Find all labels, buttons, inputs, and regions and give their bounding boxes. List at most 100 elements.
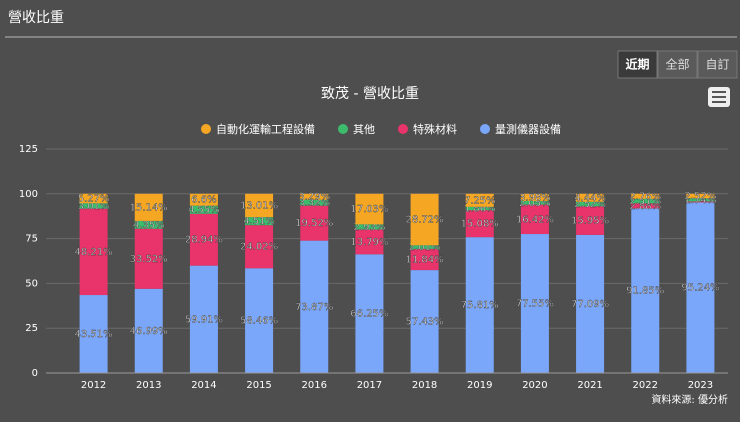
data-label: 15.95% bbox=[571, 216, 609, 227]
bar-segment bbox=[686, 202, 715, 373]
data-label: 43.51% bbox=[75, 329, 113, 340]
data-label: 24.02% bbox=[240, 242, 278, 253]
menu-line[interactable] bbox=[712, 96, 726, 98]
bar-segment bbox=[79, 208, 108, 296]
data-label: 2.52% bbox=[685, 191, 717, 202]
data-label: 2.76% bbox=[629, 191, 661, 202]
bar-segment bbox=[245, 225, 274, 269]
bar-segment bbox=[576, 201, 605, 207]
data-label: 3.98% bbox=[519, 192, 551, 203]
button-custom[interactable] bbox=[697, 50, 738, 79]
data-label: 28.72% bbox=[406, 215, 444, 226]
bar-segment bbox=[631, 203, 660, 209]
data-label: 7.25% bbox=[464, 195, 496, 206]
data-label: 77.55% bbox=[516, 299, 554, 310]
data-label: 2.01% bbox=[409, 242, 441, 253]
x-tick-label: 2013 bbox=[136, 380, 161, 391]
x-tick-label: 2020 bbox=[522, 380, 547, 391]
data-label: 2.88% bbox=[629, 201, 661, 212]
data-label: 15.08% bbox=[461, 219, 499, 230]
button-label[interactable]: 全部 bbox=[665, 57, 689, 72]
bar-segment bbox=[79, 295, 108, 373]
y-tick-label: 75 bbox=[25, 234, 38, 245]
x-tick-label: 2018 bbox=[412, 380, 437, 391]
legend-marker bbox=[398, 124, 408, 134]
bar-segment bbox=[686, 193, 715, 199]
bar-segment bbox=[79, 203, 108, 209]
bar-segment bbox=[520, 234, 549, 373]
source-note: 資料來源: 優分析 bbox=[651, 393, 728, 406]
bar-segment bbox=[686, 198, 715, 202]
bar-segment bbox=[189, 213, 218, 266]
bar-segment bbox=[300, 193, 329, 200]
menu-line[interactable] bbox=[712, 101, 726, 103]
data-label: 77.09% bbox=[571, 299, 609, 310]
bar-segment bbox=[520, 204, 549, 235]
data-label: 33.52% bbox=[130, 254, 168, 265]
chart-title: 致茂 - 營收比重 bbox=[321, 85, 419, 102]
bar-segment bbox=[355, 193, 384, 225]
bar-segment bbox=[520, 193, 549, 201]
bar-segment bbox=[465, 210, 494, 238]
bar-segment bbox=[300, 240, 329, 373]
x-tick-label: 2014 bbox=[191, 380, 216, 391]
bar-segment bbox=[355, 254, 384, 373]
data-label: 73.87% bbox=[295, 302, 333, 313]
bar-segment bbox=[134, 288, 163, 373]
data-label: 4.35% bbox=[133, 220, 165, 231]
bar-segment bbox=[465, 237, 494, 373]
data-label: 3.32% bbox=[298, 198, 330, 209]
bar-segment bbox=[189, 265, 218, 373]
data-label: 58.46% bbox=[240, 316, 278, 327]
legend-marker bbox=[480, 124, 490, 134]
bar-segment bbox=[686, 201, 715, 203]
bar-segment bbox=[79, 193, 108, 204]
data-label: 15.14% bbox=[130, 202, 168, 213]
legend-label: 自動化運輸工程設備 bbox=[216, 122, 315, 136]
menu-line[interactable] bbox=[712, 91, 726, 93]
bar-segment bbox=[576, 206, 605, 235]
button-label[interactable]: 近期 bbox=[625, 57, 649, 72]
y-tick-label: 25 bbox=[25, 323, 38, 334]
bar-segment bbox=[410, 193, 439, 246]
button-label[interactable]: 自訂 bbox=[705, 57, 729, 72]
data-label: 2.05% bbox=[519, 198, 551, 209]
bar-segment bbox=[410, 270, 439, 373]
x-tick-label: 2016 bbox=[302, 380, 327, 391]
button-recent[interactable] bbox=[617, 50, 658, 79]
bar-segment bbox=[631, 193, 660, 199]
data-label: 6.6% bbox=[191, 195, 216, 206]
data-label: 5.27% bbox=[78, 194, 110, 205]
x-tick-label: 2022 bbox=[633, 380, 658, 391]
legend-marker bbox=[338, 124, 348, 134]
x-tick-label: 2021 bbox=[577, 380, 602, 391]
data-label: 17.03% bbox=[350, 204, 388, 215]
bar-segment bbox=[134, 193, 163, 221]
bar-segment bbox=[189, 193, 218, 206]
x-tick-label: 2017 bbox=[357, 380, 382, 391]
bar-segment bbox=[520, 200, 549, 205]
data-label: 4.44% bbox=[574, 193, 606, 204]
data-label: 1.86% bbox=[464, 203, 496, 214]
bar-segment bbox=[134, 220, 163, 229]
menu-button[interactable] bbox=[708, 87, 730, 107]
bar-segment bbox=[576, 234, 605, 373]
data-label: 1.74% bbox=[685, 195, 717, 206]
data-label: 4.51% bbox=[243, 216, 275, 227]
bar-segment bbox=[410, 245, 439, 249]
data-label: 95.24% bbox=[681, 283, 719, 294]
y-tick-label: 125 bbox=[19, 144, 38, 155]
bar-segment bbox=[576, 193, 605, 202]
y-tick-label: 0 bbox=[32, 368, 38, 379]
button-all[interactable] bbox=[657, 50, 698, 79]
bar-segment bbox=[410, 248, 439, 271]
data-label: 3.01% bbox=[78, 201, 110, 212]
legend-marker bbox=[201, 124, 211, 134]
legend-label: 量測儀器設備 bbox=[495, 122, 561, 136]
bar-segment bbox=[134, 228, 163, 289]
data-label: 13.79% bbox=[350, 237, 388, 248]
x-tick-label: 2012 bbox=[81, 380, 106, 391]
bar-segment bbox=[189, 205, 218, 214]
range-buttons: 近期 全部 自訂 bbox=[617, 50, 738, 79]
